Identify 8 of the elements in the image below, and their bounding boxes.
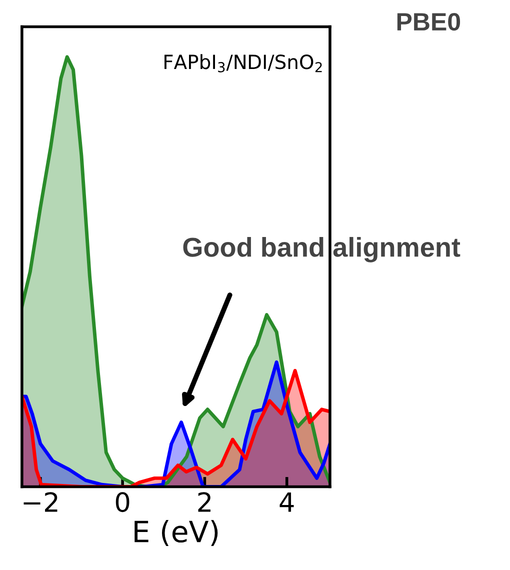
x-axis-title: E (eV) xyxy=(134,520,218,546)
annotation: Good band alignment xyxy=(183,236,460,262)
x-tick-label: −2 xyxy=(24,492,58,512)
text: PBE0 xyxy=(397,12,460,31)
x-tick-label: 4 xyxy=(280,492,294,512)
x-tick-label: 2 xyxy=(198,492,210,512)
x-tick-label: 0 xyxy=(116,492,130,512)
annotation: FAPbI$_{3}$/NDI/SnO$_{2}$ xyxy=(164,54,322,72)
